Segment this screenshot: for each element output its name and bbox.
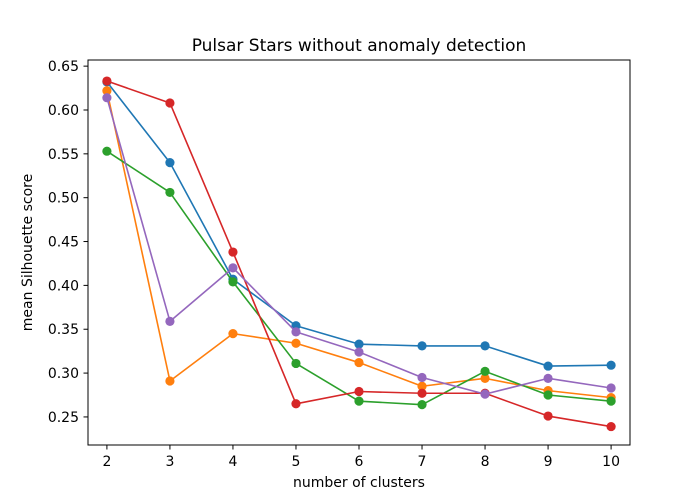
series-4 [102,76,616,432]
y-tick-label: 0.50 [48,191,79,207]
series-2-point [228,329,238,339]
series-3-point [480,366,490,376]
x-axis: 2 3 4 5 6 7 8 9 10 [102,445,620,470]
series-3-point [354,396,364,406]
x-tick-label: 9 [544,454,553,470]
series-3 [102,146,616,410]
chart-title: Pulsar Stars without anomaly detection [192,36,527,56]
series-5-point [354,347,364,357]
series-5-point [543,373,553,383]
series-2-point [165,376,175,386]
x-tick-label: 3 [165,454,174,470]
series-5-point [606,383,616,393]
series-3-point [228,277,238,287]
series-3-point [165,187,175,198]
series-4-point [606,421,616,432]
series-5-point [417,372,427,383]
series-4-point [417,388,427,398]
x-tick-label: 6 [355,454,364,470]
series-5-point [102,93,112,103]
y-tick-label: 0.40 [48,278,79,294]
y-tick-label: 0.65 [48,59,79,75]
series-4-point [102,76,112,86]
series-1-point [543,361,553,371]
y-tick-label: 0.30 [48,366,79,382]
series-3-point [606,396,616,406]
series-1-point [606,360,616,370]
series-5-point [480,389,490,399]
x-tick-label: 10 [602,454,620,470]
series-4-point [165,98,175,108]
series-4-point [228,247,238,257]
y-axis-label: mean Silhouette score [20,174,36,331]
x-tick-label: 8 [481,454,490,470]
x-tick-label: 2 [102,454,111,470]
series-2-point [417,381,427,391]
series-5 [102,93,616,399]
x-tick-label: 4 [228,454,237,470]
series-1-point [354,339,364,349]
series-5-point [291,327,301,337]
y-tick-label: 0.60 [48,103,79,119]
series-4-point [543,411,553,421]
series-2-point [480,373,490,383]
x-tick-label: 5 [292,454,301,470]
y-axis: 0.25 0.30 0.35 0.40 0.45 0.50 0.55 0.60 0.65 [48,59,88,426]
series-2-point [354,357,364,368]
series-4-point [291,399,301,409]
series-3-point [102,146,112,156]
series-5-point [165,316,175,326]
series-3-point [291,358,301,369]
y-tick-label: 0.55 [48,147,79,163]
y-tick-label: 0.25 [48,410,79,426]
series-2-point [291,338,301,348]
series-5-point [228,263,238,273]
x-tick-label: 7 [418,454,427,470]
series-3-point [417,400,427,410]
series-1-point [417,341,427,351]
series-layer [102,76,616,432]
y-tick-label: 0.35 [48,322,79,338]
series-1-point [165,158,175,168]
series-4-point [354,386,364,397]
x-axis-label: number of clusters [293,475,425,491]
y-tick-label: 0.45 [48,235,79,251]
series-2-point [102,86,112,96]
series-1-point [480,341,490,351]
series-3-point [543,390,553,400]
